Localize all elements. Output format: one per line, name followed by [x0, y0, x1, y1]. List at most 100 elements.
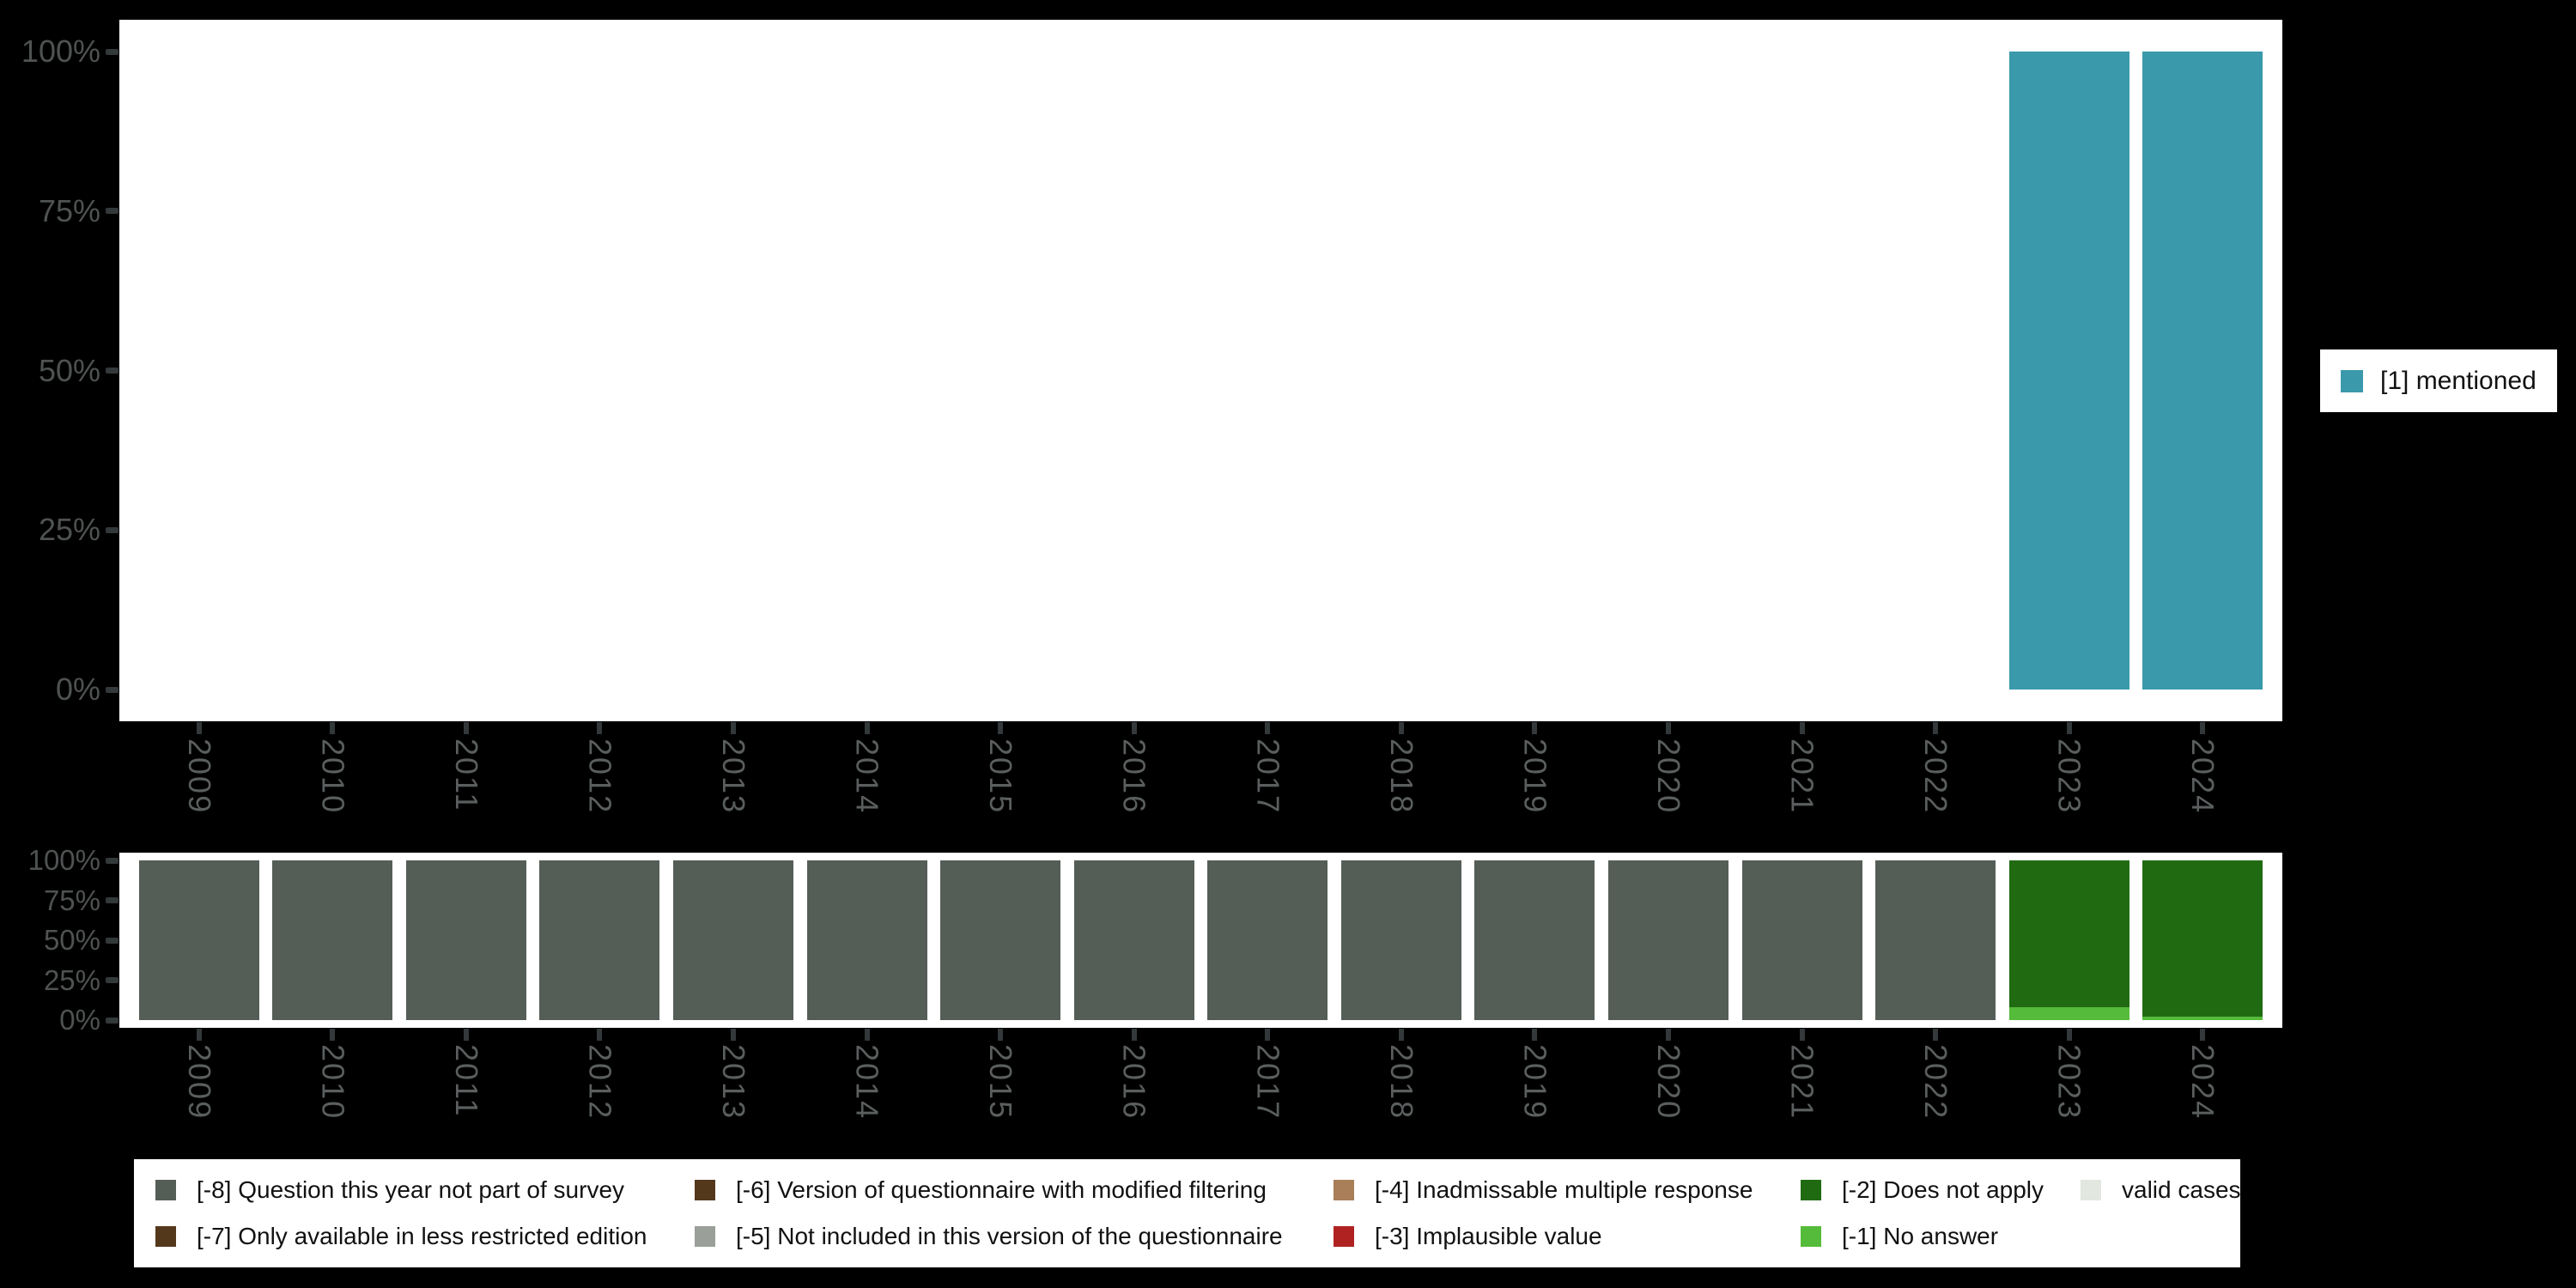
year-column-2017 — [1201, 853, 1335, 1028]
year-column-2013 — [666, 20, 800, 721]
x-tick-mark — [731, 722, 737, 734]
x-tick-mark — [1532, 1029, 1538, 1041]
year-column-2021 — [1735, 853, 1869, 1028]
stacked-bar-2024 — [2142, 860, 2263, 1020]
year-column-2016 — [1067, 20, 1201, 721]
x-tick-mark — [1933, 722, 1939, 734]
legend-swatch — [1334, 1180, 1354, 1200]
y-tick-label: 100% — [27, 844, 100, 876]
legend-label: [-8] Question this year not part of surv… — [197, 1176, 625, 1203]
stacked-bar-2023 — [2008, 860, 2129, 1020]
bar-segment — [1741, 860, 1862, 1020]
legend-item-missing-4: [-5] Not included in this version of the… — [695, 1223, 1334, 1250]
y-tick-label: 100% — [21, 33, 100, 69]
year-column-2009 — [132, 853, 266, 1028]
x-tick-mark — [998, 1029, 1004, 1041]
year-column-2014 — [800, 853, 934, 1028]
year-column-2024 — [2136, 853, 2269, 1028]
year-column-2020 — [1601, 853, 1735, 1028]
x-tick-mark — [463, 722, 469, 734]
x-tick-mark — [1131, 1029, 1137, 1041]
mentioned-legend-label: [1] mentioned — [2380, 366, 2537, 395]
x-tick-mark — [330, 1029, 336, 1041]
y-tick-mark — [106, 1017, 118, 1024]
x-tick-label-2019: 2019 — [1517, 1044, 1553, 1121]
x-tick-label-2018: 2018 — [1383, 1044, 1419, 1121]
x-tick-mark — [998, 722, 1004, 734]
legend-item-missing-2: [-7] Only available in less restricted e… — [155, 1223, 695, 1250]
bar-segment — [2142, 1017, 2263, 1020]
legend-label: [-7] Only available in less restricted e… — [197, 1223, 647, 1249]
x-tick-mark — [196, 722, 202, 734]
stacked-bar-2016 — [1073, 860, 1194, 1020]
stacked-bar-2013 — [673, 860, 794, 1020]
x-tick-mark — [1665, 722, 1671, 734]
stacked-bar-2017 — [1207, 860, 1328, 1020]
year-column-2010 — [266, 20, 400, 721]
stacked-bar-2021 — [1741, 860, 1862, 1020]
year-column-2024 — [2136, 20, 2269, 721]
legend-item-valid-cases: valid cases — [2081, 1176, 2241, 1204]
stacked-bar-2009 — [138, 860, 259, 1020]
x-tick-mark — [1265, 1029, 1271, 1041]
stacked-bar-2020 — [1607, 860, 1728, 1020]
x-tick-label-2014: 2014 — [849, 1044, 885, 1121]
x-tick-label-2023: 2023 — [2051, 738, 2087, 815]
year-column-2016 — [1067, 853, 1201, 1028]
stacked-bar-2012 — [539, 860, 660, 1020]
y-tick-label: 75% — [43, 884, 100, 916]
legend-item-missing-7: [-2] Does not apply — [1801, 1176, 2081, 1204]
year-column-2015 — [933, 20, 1067, 721]
x-tick-label-2022: 2022 — [1918, 738, 1954, 815]
bar-segment — [1875, 860, 1996, 1020]
plot-area-main — [119, 20, 2282, 721]
year-column-2011 — [399, 20, 533, 721]
x-tick-label-2021: 2021 — [1784, 1044, 1820, 1121]
x-tick-mark — [864, 722, 870, 734]
legend-swatch — [1801, 1180, 1821, 1200]
x-tick-mark — [1933, 1029, 1939, 1041]
year-column-2012 — [533, 853, 667, 1028]
x-tick-label-2013: 2013 — [716, 1044, 752, 1121]
year-column-2022 — [1868, 20, 2002, 721]
x-tick-label-2014: 2014 — [849, 738, 885, 815]
year-column-2019 — [1468, 853, 1602, 1028]
x-tick-label-2010: 2010 — [315, 1044, 351, 1121]
y-tick-mark — [106, 897, 118, 903]
x-tick-label-2015: 2015 — [983, 1044, 1019, 1121]
x-tick-label-2009: 2009 — [181, 1044, 217, 1121]
x-tick-mark — [864, 1029, 870, 1041]
bar-segment — [1607, 860, 1728, 1020]
bar-segment — [1340, 860, 1461, 1020]
x-tick-mark — [2066, 1029, 2072, 1041]
x-tick-mark — [597, 722, 603, 734]
x-tick-mark — [2200, 1029, 2206, 1041]
bar-segment — [940, 860, 1061, 1020]
stacked-bar-2014 — [806, 860, 927, 1020]
x-tick-mark — [196, 1029, 202, 1041]
x-tick-label-2018: 2018 — [1383, 738, 1419, 815]
legend-swatch — [155, 1226, 176, 1247]
x-tick-mark — [2200, 722, 2206, 734]
x-tick-label-2011: 2011 — [448, 1044, 484, 1118]
year-column-2023 — [2002, 20, 2136, 721]
y-tick-label: 0% — [59, 1004, 100, 1036]
x-tick-mark — [330, 722, 336, 734]
x-tick-label-2012: 2012 — [582, 738, 618, 815]
x-tick-label-2017: 2017 — [1250, 1044, 1286, 1121]
legend-swatch — [1801, 1226, 1821, 1247]
legend-label: [-1] No answer — [1842, 1223, 1999, 1249]
legend-label: [-6] Version of questionnaire with modif… — [736, 1176, 1267, 1203]
year-column-2010 — [266, 853, 400, 1028]
x-tick-label-2015: 2015 — [983, 738, 1019, 815]
legend-missing-values: [-8] Question this year not part of surv… — [134, 1159, 2241, 1267]
y-tick-mark — [106, 857, 118, 864]
year-column-2013 — [666, 853, 800, 1028]
x-tick-label-2024: 2024 — [2185, 738, 2221, 815]
x-tick-label-2021: 2021 — [1784, 738, 1820, 815]
stacked-bar-2011 — [405, 860, 526, 1020]
legend-label: [-3] Implausible value — [1375, 1223, 1602, 1249]
y-tick-label: 50% — [38, 352, 100, 388]
mentioned-swatch — [2341, 369, 2363, 392]
